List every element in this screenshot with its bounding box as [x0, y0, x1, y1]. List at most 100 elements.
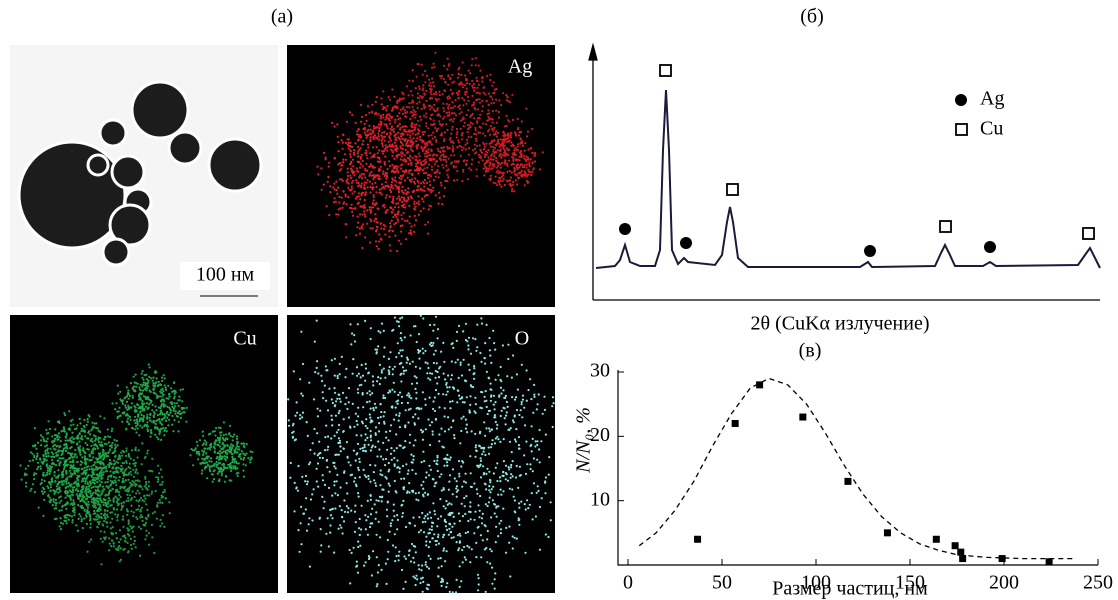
dot — [369, 136, 371, 138]
dot — [67, 503, 69, 505]
dot — [44, 450, 46, 452]
dot — [438, 393, 440, 395]
dot — [97, 427, 99, 429]
dot — [87, 418, 89, 420]
dot — [513, 190, 515, 192]
dot — [337, 141, 339, 143]
dot — [148, 544, 150, 546]
dot — [349, 149, 351, 151]
dot — [417, 132, 419, 134]
dot — [127, 393, 129, 395]
dot — [404, 109, 406, 111]
dot — [450, 107, 452, 109]
dot — [427, 174, 429, 176]
dot — [325, 158, 327, 160]
dot — [142, 403, 144, 405]
dot — [70, 424, 72, 426]
dot — [93, 447, 95, 449]
dot — [365, 191, 367, 193]
dot — [140, 509, 142, 511]
dot — [410, 181, 412, 183]
dot — [442, 154, 444, 156]
dot — [430, 114, 432, 116]
dot — [370, 436, 372, 438]
dot — [411, 174, 413, 176]
dot — [428, 105, 430, 107]
dot — [470, 518, 472, 520]
dot — [102, 491, 104, 493]
dot — [100, 481, 102, 483]
dot — [294, 415, 296, 417]
dot — [95, 457, 97, 459]
dot — [205, 441, 207, 443]
dot — [530, 398, 532, 400]
dot — [525, 167, 527, 169]
dot — [430, 93, 432, 95]
dot — [482, 132, 484, 134]
dot — [438, 176, 440, 178]
dot — [465, 163, 467, 165]
dot — [49, 428, 51, 430]
dot — [508, 526, 510, 528]
dot — [75, 427, 77, 429]
dot — [424, 492, 426, 494]
dot — [378, 139, 380, 141]
dot — [395, 407, 397, 409]
dot — [390, 525, 392, 527]
dot — [479, 114, 481, 116]
dot — [394, 176, 396, 178]
dot — [141, 414, 143, 416]
dot — [135, 492, 137, 494]
dot — [103, 417, 105, 419]
dot — [381, 150, 383, 152]
dot — [446, 103, 448, 105]
dot — [86, 458, 88, 460]
dot — [217, 464, 219, 466]
dot — [66, 517, 68, 519]
dot — [435, 316, 437, 318]
dot — [128, 523, 130, 525]
dot — [113, 507, 115, 509]
dot — [304, 480, 306, 482]
dot — [524, 184, 526, 186]
dot — [80, 464, 82, 466]
dot — [512, 181, 514, 183]
dot — [409, 363, 411, 365]
dot — [100, 530, 102, 532]
dot — [161, 476, 163, 478]
dot — [314, 341, 316, 343]
dot — [494, 416, 496, 418]
dot — [225, 452, 227, 454]
dot — [236, 445, 238, 447]
dot — [119, 529, 121, 531]
dot — [98, 480, 100, 482]
dot — [349, 153, 351, 155]
dot — [379, 383, 381, 385]
dot — [518, 177, 520, 179]
dot — [519, 156, 521, 158]
dot — [485, 123, 487, 125]
dot — [384, 175, 386, 177]
dot — [50, 456, 52, 458]
dot — [388, 186, 390, 188]
dot — [391, 177, 393, 179]
dot — [464, 91, 466, 93]
dot — [422, 581, 424, 583]
dot — [473, 133, 475, 135]
dot — [70, 472, 72, 474]
dot — [495, 88, 497, 90]
dot — [60, 528, 62, 530]
dot — [379, 161, 381, 163]
dot — [95, 435, 97, 437]
dot — [50, 486, 52, 488]
dot — [357, 572, 359, 574]
dot — [449, 407, 451, 409]
dot — [452, 107, 454, 109]
dot — [402, 134, 404, 136]
dot — [349, 189, 351, 191]
dot — [456, 401, 458, 403]
dot — [432, 137, 434, 139]
dot — [62, 457, 64, 459]
dot — [413, 231, 415, 233]
dot — [59, 486, 61, 488]
